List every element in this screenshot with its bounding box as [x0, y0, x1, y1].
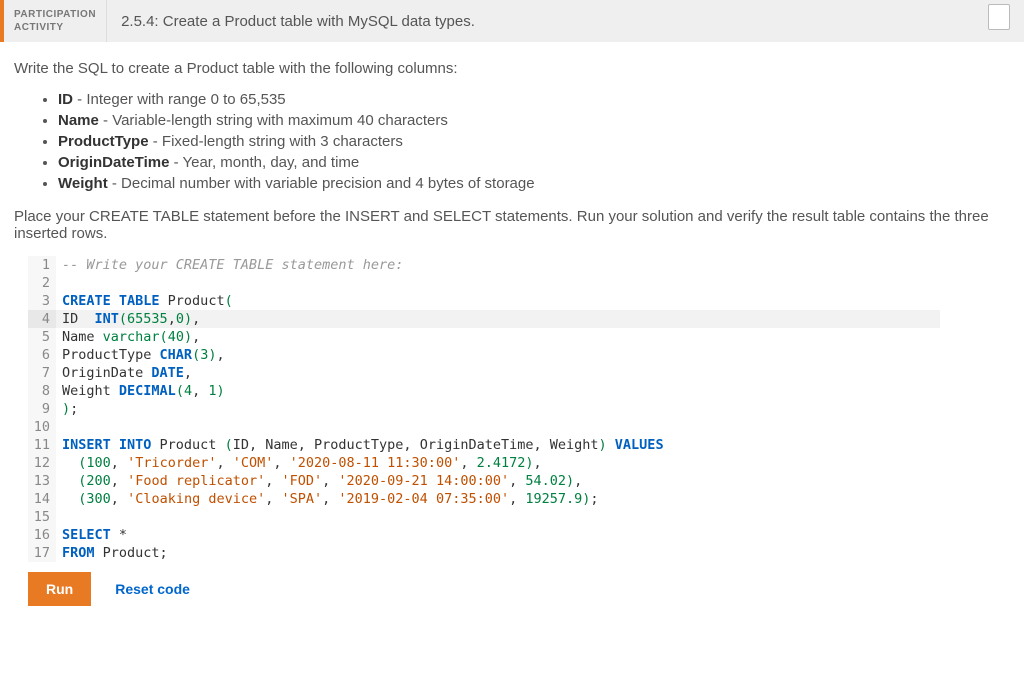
code-line[interactable]: 10 [28, 418, 940, 436]
code-line[interactable]: 17FROM Product; [28, 544, 940, 562]
column-spec-list: ID - Integer with range 0 to 65,535 Name… [14, 91, 1010, 192]
code-line[interactable]: 6ProductType CHAR(3), [28, 346, 940, 364]
code-line[interactable]: 1-- Write your CREATE TABLE statement he… [28, 256, 940, 274]
code-content[interactable]: Name varchar(40), [56, 328, 940, 346]
line-number: 17 [28, 544, 56, 562]
code-content[interactable]: ); [56, 400, 940, 418]
code-line[interactable]: 16SELECT * [28, 526, 940, 544]
code-line[interactable]: 13 (200, 'Food replicator', 'FOD', '2020… [28, 472, 940, 490]
list-item: Weight - Decimal number with variable pr… [58, 175, 1010, 192]
col-name: OriginDateTime [58, 154, 169, 171]
line-number: 8 [28, 382, 56, 400]
line-number: 3 [28, 292, 56, 310]
badge-line-2: ACTIVITY [14, 21, 96, 34]
code-content[interactable] [56, 274, 940, 292]
code-content[interactable]: ProductType CHAR(3), [56, 346, 940, 364]
code-line[interactable]: 15 [28, 508, 940, 526]
list-item: ID - Integer with range 0 to 65,535 [58, 91, 1010, 108]
code-line[interactable]: 12 (100, 'Tricorder', 'COM', '2020-08-11… [28, 454, 940, 472]
code-line[interactable]: 7OriginDate DATE, [28, 364, 940, 382]
line-number: 15 [28, 508, 56, 526]
line-number: 2 [28, 274, 56, 292]
badge-line-1: PARTICIPATION [14, 8, 96, 21]
line-number: 11 [28, 436, 56, 454]
activity-header: PARTICIPATION ACTIVITY 2.5.4: Create a P… [0, 0, 1024, 42]
instruction-post: Place your CREATE TABLE statement before… [14, 208, 1010, 242]
col-desc: - Integer with range 0 to 65,535 [73, 91, 286, 108]
activity-content: Write the SQL to create a Product table … [0, 42, 1024, 616]
code-content[interactable]: (200, 'Food replicator', 'FOD', '2020-09… [56, 472, 940, 490]
line-number: 4 [28, 310, 56, 328]
col-name: Weight [58, 175, 108, 192]
line-number: 1 [28, 256, 56, 274]
code-content[interactable] [56, 508, 940, 526]
code-line[interactable]: 3CREATE TABLE Product( [28, 292, 940, 310]
code-content[interactable]: SELECT * [56, 526, 940, 544]
code-content[interactable]: (300, 'Cloaking device', 'SPA', '2019-02… [56, 490, 940, 508]
list-item: Name - Variable-length string with maxim… [58, 112, 1010, 129]
col-desc: - Variable-length string with maximum 40… [99, 112, 448, 129]
col-desc: - Fixed-length string with 3 characters [149, 133, 403, 150]
line-number: 16 [28, 526, 56, 544]
activity-badge: PARTICIPATION ACTIVITY [4, 0, 107, 42]
code-content[interactable]: Weight DECIMAL(4, 1) [56, 382, 940, 400]
run-button[interactable]: Run [28, 572, 91, 606]
code-line[interactable]: 4ID INT(65535,0), [28, 310, 940, 328]
line-number: 6 [28, 346, 56, 364]
code-content[interactable]: FROM Product; [56, 544, 940, 562]
list-item: OriginDateTime - Year, month, day, and t… [58, 154, 1010, 171]
col-name: Name [58, 112, 99, 129]
col-name: ID [58, 91, 73, 108]
code-content[interactable]: ID INT(65535,0), [56, 310, 940, 328]
code-line[interactable]: 9); [28, 400, 940, 418]
code-content[interactable]: CREATE TABLE Product( [56, 292, 940, 310]
line-number: 14 [28, 490, 56, 508]
list-item: ProductType - Fixed-length string with 3… [58, 133, 1010, 150]
code-content[interactable] [56, 418, 940, 436]
code-content[interactable]: (100, 'Tricorder', 'COM', '2020-08-11 11… [56, 454, 940, 472]
line-number: 9 [28, 400, 56, 418]
line-number: 13 [28, 472, 56, 490]
code-editor[interactable]: 1-- Write your CREATE TABLE statement he… [28, 256, 940, 562]
reset-code-link[interactable]: Reset code [115, 581, 190, 597]
code-content[interactable]: INSERT INTO Product (ID, Name, ProductTy… [56, 436, 940, 454]
bookmark-icon[interactable] [988, 4, 1010, 30]
col-name: ProductType [58, 133, 149, 150]
code-line[interactable]: 11INSERT INTO Product (ID, Name, Product… [28, 436, 940, 454]
code-line[interactable]: 8Weight DECIMAL(4, 1) [28, 382, 940, 400]
line-number: 5 [28, 328, 56, 346]
code-content[interactable]: OriginDate DATE, [56, 364, 940, 382]
line-number: 7 [28, 364, 56, 382]
activity-title: 2.5.4: Create a Product table with MySQL… [107, 0, 489, 42]
code-line[interactable]: 14 (300, 'Cloaking device', 'SPA', '2019… [28, 490, 940, 508]
code-line[interactable]: 5Name varchar(40), [28, 328, 940, 346]
code-content[interactable]: -- Write your CREATE TABLE statement her… [56, 256, 940, 274]
col-desc: - Year, month, day, and time [169, 154, 359, 171]
line-number: 12 [28, 454, 56, 472]
instruction-intro: Write the SQL to create a Product table … [14, 60, 1010, 77]
col-desc: - Decimal number with variable precision… [108, 175, 535, 192]
action-bar: Run Reset code [28, 572, 1010, 606]
line-number: 10 [28, 418, 56, 436]
code-line[interactable]: 2 [28, 274, 940, 292]
